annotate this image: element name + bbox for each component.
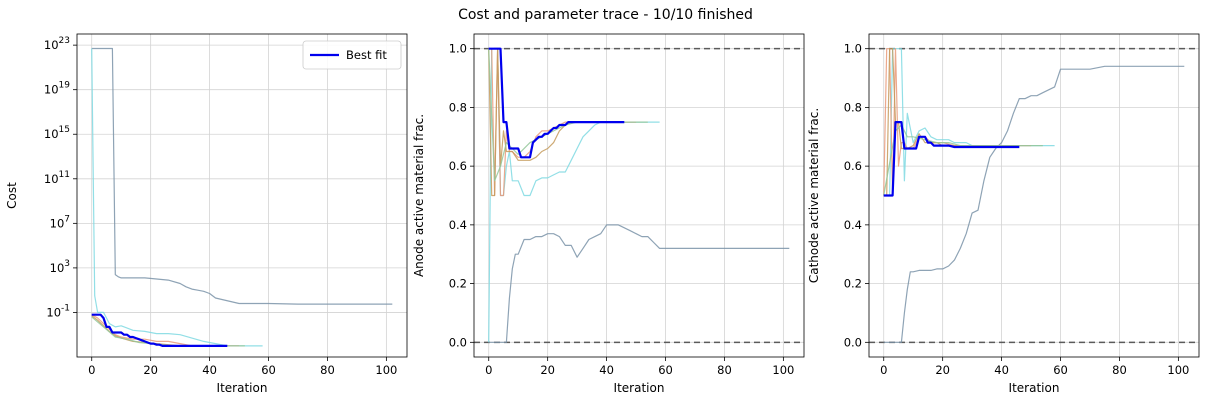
- x-axis-label: Iteration: [1009, 381, 1060, 395]
- y-tick-label: 1.0: [449, 42, 467, 56]
- axes-frame: [76, 33, 408, 358]
- x-tick-label: 80: [717, 363, 732, 377]
- series-group: [488, 47, 790, 343]
- y-tick-label: 103: [50, 259, 70, 275]
- y-tick-label: 0.6: [449, 159, 467, 173]
- x-tick-label: 60: [261, 363, 276, 377]
- x-tick-label: 100: [1167, 363, 1189, 377]
- y-tick-label: 10-1: [46, 303, 70, 319]
- trace-line-2: [883, 48, 1055, 197]
- trace-line-3: [91, 314, 240, 347]
- y-tick-label: 0.6: [844, 159, 862, 173]
- y-tick-label: 1011: [44, 170, 70, 186]
- x-tick-label: 60: [1053, 363, 1068, 377]
- x-tick-label: 40: [599, 363, 614, 377]
- y-axis-label: Cathode active material frac.: [807, 108, 821, 283]
- x-tick-label: 80: [320, 363, 335, 377]
- axes-frame: [868, 33, 1200, 358]
- trace-line-1: [91, 47, 393, 305]
- y-tick-label: 0.8: [844, 100, 862, 114]
- x-tick-label: 100: [772, 363, 794, 377]
- axes-frame: [473, 33, 805, 358]
- x-tick-label: 40: [994, 363, 1009, 377]
- best-fit-line: [883, 120, 1020, 197]
- x-tick-label: 0: [485, 363, 492, 377]
- best-fit-line: [91, 313, 228, 347]
- y-axis-label: Cost: [5, 182, 19, 209]
- figure-title: Cost and parameter trace - 10/10 finishe…: [458, 7, 753, 23]
- y-tick-label: 0.2: [449, 277, 467, 291]
- y-tick-label: 0.2: [844, 277, 862, 291]
- x-axis-label: Iteration: [614, 381, 665, 395]
- trace-line-2: [91, 48, 263, 347]
- x-tick-label: 20: [143, 363, 158, 377]
- chart-panel-3: 0 20 40 60 80 100 0.0 0.2 0.4 0.6 0.8 1.0 Iteration C…: [807, 33, 1200, 395]
- legend-label: Best fit: [346, 48, 387, 62]
- x-axis-label: Iteration: [217, 381, 268, 395]
- y-tick-label: 1015: [44, 125, 70, 141]
- y-tick-label: 0.0: [844, 335, 862, 349]
- best-fit-line: [488, 47, 625, 159]
- trace-line-5: [488, 48, 648, 182]
- chart-panel-2: 0 20 40 60 80 100 0.0 0.2 0.4 0.6 0.8 1.0 Iteration A…: [412, 33, 805, 395]
- y-tick-label: 107: [50, 214, 70, 230]
- trace-line-5: [883, 124, 1043, 196]
- y-tick-label: 0.4: [449, 218, 467, 232]
- trace-line-1: [883, 65, 1185, 343]
- x-tick-label: 60: [658, 363, 673, 377]
- y-tick-label: 0.0: [449, 335, 467, 349]
- legend-box: [302, 40, 402, 70]
- x-tick-label: 20: [935, 363, 950, 377]
- series-group: [883, 48, 1185, 343]
- y-axis-label: Anode active material frac.: [412, 114, 426, 277]
- legend: Best fit: [302, 40, 402, 70]
- series-group: [91, 47, 393, 347]
- y-tick-label: 1019: [44, 81, 70, 97]
- y-tick-label: 0.4: [844, 218, 862, 232]
- trace-line-2: [488, 48, 660, 343]
- chart-panel-1: 0 20 40 60 80 100 10-1 103 107 1011 1015 1019 1023 It…: [5, 33, 408, 395]
- x-tick-label: 100: [375, 363, 397, 377]
- y-tick-label: 1.0: [844, 42, 862, 56]
- y-tick-label: 0.8: [449, 100, 467, 114]
- trace-line-3: [883, 48, 1032, 197]
- x-tick-label: 0: [88, 363, 95, 377]
- y-tick-label: 1023: [44, 36, 70, 52]
- trace-line-1: [488, 224, 790, 343]
- x-tick-label: 20: [540, 363, 555, 377]
- x-tick-label: 80: [1112, 363, 1127, 377]
- x-tick-label: 40: [202, 363, 217, 377]
- x-tick-label: 0: [880, 363, 887, 377]
